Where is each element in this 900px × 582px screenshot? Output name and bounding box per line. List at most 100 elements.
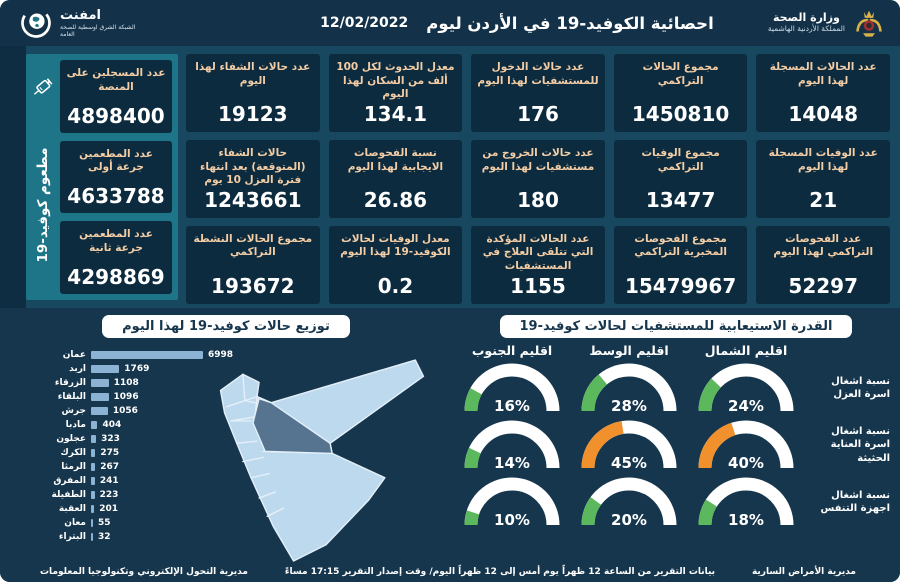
stat-card: عدد الفحوصات التراكمي لهذا اليوم 52297: [756, 225, 890, 304]
bar-category-label: الرمثا: [61, 462, 86, 472]
gauge-region-header: اقليم الشمال: [704, 343, 788, 358]
bar-chart-row: اربد 1769: [22, 362, 233, 376]
stat-card: عدد الحالات المؤكدة التي تتلقى العلاج في…: [471, 225, 605, 304]
bar-chart-row: جرش 1056: [22, 404, 233, 418]
svg-text:24%: 24%: [728, 397, 764, 415]
vaccination-vertical-label-wrap: مطعوم كوفيد-19: [28, 100, 58, 294]
stat-card-label: حالات الشفاء (المتوقعة) بعد انتهاء فترة …: [200, 146, 306, 187]
gauge-row-label: نسبة اشغال اسرة العزل: [831, 375, 890, 401]
jordan-map-svg: [219, 359, 425, 562]
bar-category-label: جرش: [61, 406, 86, 416]
vaccination-vertical-label: مطعوم كوفيد-19: [35, 147, 51, 263]
gauge: 10%: [461, 475, 563, 529]
vaccination-card-label: عدد المطعمين جرعة أولى: [79, 147, 153, 174]
capacity-title: القدرة الاستيعابية للمستشفيات لحالات كوف…: [499, 315, 853, 338]
svg-text:45%: 45%: [611, 454, 647, 472]
stat-card-label: عدد الحالات المسجلة لهذا اليوم: [769, 61, 877, 87]
bar-chart-row: معان 55: [22, 516, 233, 530]
stat-card-value: 1450810: [631, 101, 730, 126]
footer-right: مديرية الأمراض السارية: [751, 567, 856, 577]
vaccination-card-value: 4898400: [67, 103, 165, 128]
gauge: 16%: [461, 361, 563, 415]
bar-category-label: الزرقاء: [54, 378, 86, 388]
stat-card-value: 180: [517, 187, 559, 212]
gauge-svg: 40%: [698, 420, 794, 472]
bar: [91, 463, 96, 471]
emphnet-subtext: الشبكة الشرق اوسطية للصحة العامة: [60, 23, 136, 38]
stat-card-value: 0.2: [377, 273, 414, 298]
gauge-region-header: اقليم الجنوب: [471, 343, 553, 358]
svg-text:28%: 28%: [611, 397, 647, 415]
bar-category-label: الكرك: [60, 448, 86, 458]
gauge-svg: 18%: [698, 477, 794, 529]
header-bar: وزارة الصحة المملكة الأردنية الهاشمية اح…: [0, 0, 900, 46]
bar-category-label: عجلون: [56, 434, 86, 444]
bar-category-label: معان: [64, 518, 86, 528]
distribution-chart-title: توزيع حالات كوفيد-19 لهذا اليوم: [102, 315, 350, 338]
bar-category-label: المفرق: [53, 476, 86, 486]
gauge: 18%: [695, 475, 797, 529]
bar-category-label: الطفيلة: [51, 490, 86, 500]
stat-card-value: 52297: [788, 273, 858, 298]
stat-card-label: عدد حالات الدخول للمستشفيات لهذا اليوم: [477, 61, 599, 87]
stat-card-label: مجموع الحالات التراكمي: [642, 61, 719, 87]
stat-card-label: مجموع الوفيات التراكمي: [641, 146, 720, 173]
bar-chart-row: الطفيلة 223: [22, 488, 233, 502]
bar-category-label: العقبة: [58, 504, 86, 514]
bar: [91, 365, 120, 373]
ministry-subtitle: المملكة الأردنية الهاشمية: [767, 24, 845, 33]
stat-card-value: 14048: [788, 101, 858, 126]
bar-value-label: 241: [99, 476, 119, 486]
gauge: 45%: [578, 418, 680, 472]
vaccination-card-value: 4633788: [67, 184, 165, 209]
page-title: احصائية الكوفيد-19 في الأردن ليوم: [426, 13, 714, 33]
vaccination-side-strip: مطعوم كوفيد-19: [28, 60, 58, 294]
gauge-region-header: اقليم الوسط: [589, 343, 669, 358]
stat-card-label: نسبة الفحوصات الايجابية لهذا اليوم: [347, 146, 444, 173]
svg-text:14%: 14%: [494, 454, 530, 472]
stat-card-value: 19123: [218, 101, 288, 126]
stat-card-value: 13477: [645, 187, 716, 212]
stat-card: معدل الحدوث لكل 100 ألف من السكان لهذا ا…: [328, 54, 463, 132]
bar-chart-row: عجلون 323: [22, 432, 233, 446]
bar-value-label: 6998: [207, 350, 234, 360]
stat-card: مجموع الوفيات التراكمي 13477: [613, 139, 748, 218]
vaccination-card-label: عدد المطعمين جرعة ثانية: [79, 228, 153, 254]
gauge-row-label: نسبة اشغال اجهزة التنفس: [820, 489, 890, 515]
gauge-svg: 10%: [464, 477, 560, 529]
stat-card-value: 134.1: [363, 101, 428, 126]
gauge-row-label: نسبة اشغال اسرة العناية الحثيثة: [830, 425, 890, 464]
emphnet-text: امفنت الشبكة الشرق اوسطية للصحة العامة: [60, 8, 146, 38]
bar-value-label: 267: [100, 462, 120, 472]
bar-chart-row: العقبة 201: [22, 502, 233, 516]
emphnet-name: امفنت: [60, 8, 101, 24]
bar-value-label: 275: [100, 448, 120, 458]
emphnet-logo: امفنت الشبكة الشرق اوسطية للصحة العامة: [18, 5, 146, 41]
ministry-text: وزارة الصحة المملكة الأردنية الهاشمية: [768, 12, 845, 33]
stat-card-label: مجموع الفحوصات المخبرية التراكمي: [634, 232, 727, 259]
bar: [91, 393, 109, 401]
stat-card: نسبة الفحوصات الايجابية لهذا اليوم 26.86: [328, 139, 463, 218]
vaccination-card-label: عدد المسجلين على المنصة: [66, 67, 166, 93]
bar-chart-row: الزرقاء 1108: [22, 376, 233, 390]
stat-card-label: عدد حالات الشفاء لهذا اليوم: [195, 61, 311, 87]
stat-card-label: عدد الوفيات المسجلة لهذا اليوم: [768, 146, 878, 173]
gauge: 28%: [578, 361, 680, 415]
title-group: احصائية الكوفيد-19 في الأردن ليوم 12/02/…: [320, 14, 714, 33]
bar: [91, 407, 108, 415]
stat-card-value: 21: [809, 187, 838, 212]
syringe-icon: [33, 78, 53, 95]
bar-category-label: البلقاء: [57, 392, 86, 402]
gauge: 24%: [695, 361, 797, 415]
bar-chart-row: الكرك 275: [22, 446, 233, 460]
bar-value-label: 1769: [124, 364, 150, 374]
ministry-block: وزارة الصحة المملكة الأردنية الهاشمية: [768, 6, 886, 40]
stat-card: مجموع الفحوصات المخبرية التراكمي 15479967: [613, 225, 748, 304]
stats-grid: عدد الحالات المسجلة لهذا اليوم 14048 مجموع…: [186, 54, 890, 304]
svg-text:20%: 20%: [611, 511, 647, 529]
stat-card-value: 15479967: [624, 273, 737, 298]
stat-card-value: 1155: [510, 273, 566, 298]
stat-card: عدد حالات الدخول للمستشفيات لهذا اليوم 17…: [471, 54, 605, 132]
stat-card: مجموع الحالات التراكمي 1450810: [613, 54, 748, 132]
